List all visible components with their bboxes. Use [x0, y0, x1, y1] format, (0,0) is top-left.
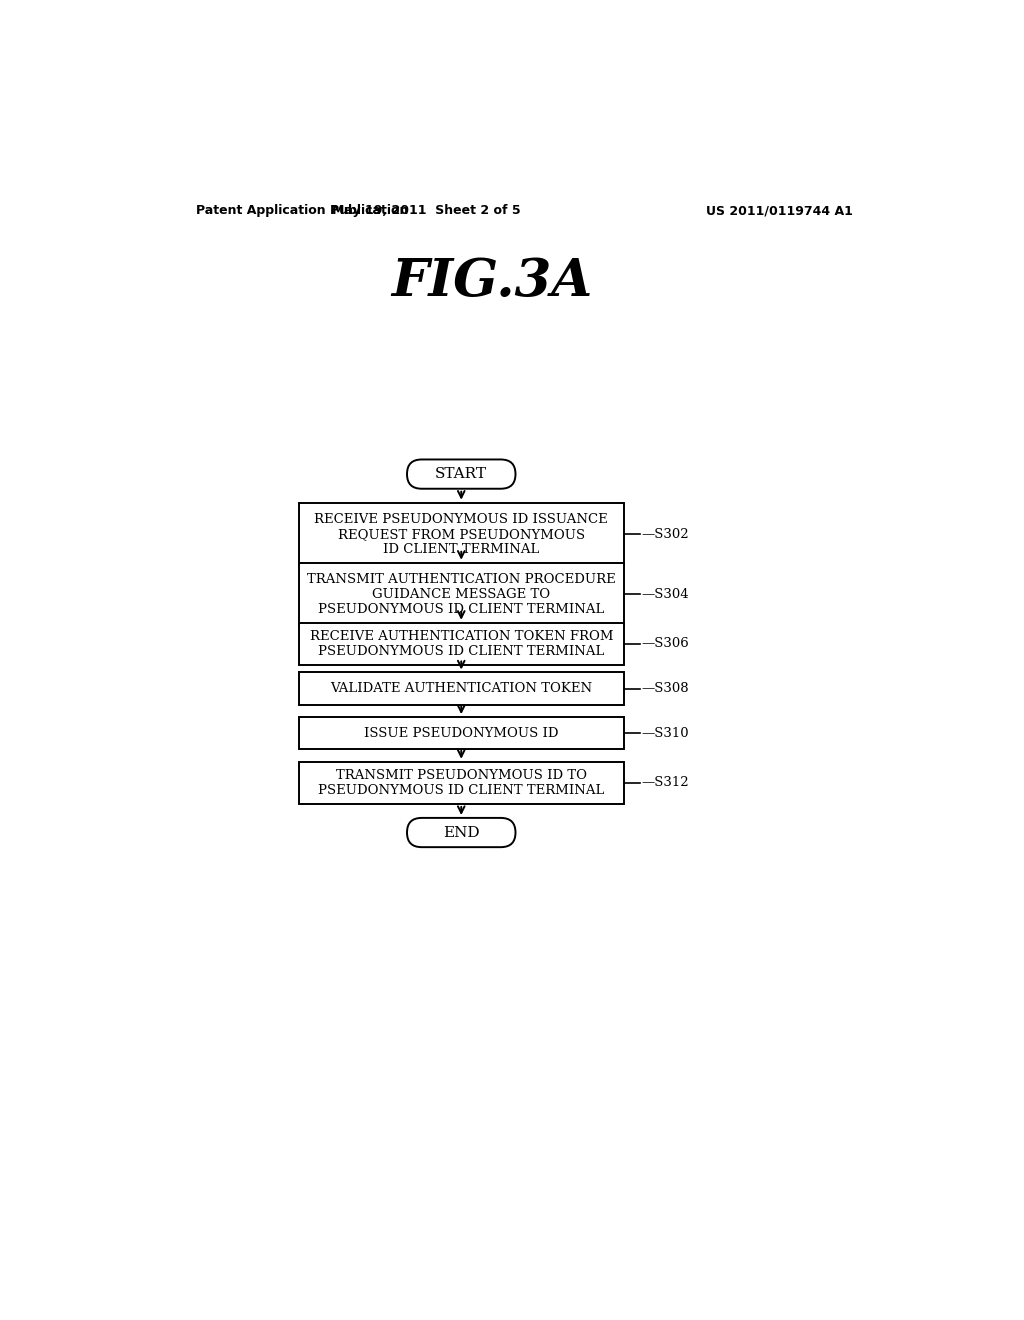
Text: —S302: —S302: [642, 528, 689, 541]
Bar: [299, 562, 624, 626]
Text: —S308: —S308: [642, 682, 689, 696]
Text: Patent Application Publication: Patent Application Publication: [197, 205, 409, 218]
Text: VALIDATE AUTHENTICATION TOKEN: VALIDATE AUTHENTICATION TOKEN: [330, 682, 592, 696]
Text: START: START: [435, 467, 487, 480]
Text: —S306: —S306: [642, 638, 689, 651]
Text: —S312: —S312: [642, 776, 689, 789]
Text: RECEIVE AUTHENTICATION TOKEN FROM
PSEUDONYMOUS ID CLIENT TERMINAL: RECEIVE AUTHENTICATION TOKEN FROM PSEUDO…: [309, 630, 613, 657]
Text: ISSUE PSEUDONYMOUS ID: ISSUE PSEUDONYMOUS ID: [364, 727, 558, 739]
Bar: [299, 623, 624, 665]
Text: TRANSMIT PSEUDONYMOUS ID TO
PSEUDONYMOUS ID CLIENT TERMINAL: TRANSMIT PSEUDONYMOUS ID TO PSEUDONYMOUS…: [318, 768, 604, 797]
FancyBboxPatch shape: [407, 459, 515, 488]
Text: —S304: —S304: [642, 587, 689, 601]
Text: FIG.3A: FIG.3A: [391, 256, 593, 308]
Bar: [299, 672, 624, 705]
Text: May 19, 2011  Sheet 2 of 5: May 19, 2011 Sheet 2 of 5: [332, 205, 520, 218]
Bar: [299, 717, 624, 750]
FancyBboxPatch shape: [407, 818, 515, 847]
Text: US 2011/0119744 A1: US 2011/0119744 A1: [706, 205, 852, 218]
Bar: [299, 503, 624, 566]
Text: END: END: [443, 825, 479, 840]
Text: RECEIVE PSEUDONYMOUS ID ISSUANCE
REQUEST FROM PSEUDONYMOUS
ID CLIENT TERMINAL: RECEIVE PSEUDONYMOUS ID ISSUANCE REQUEST…: [314, 512, 608, 556]
Bar: [299, 762, 624, 804]
Text: TRANSMIT AUTHENTICATION PROCEDURE
GUIDANCE MESSAGE TO
PSEUDONYMOUS ID CLIENT TER: TRANSMIT AUTHENTICATION PROCEDURE GUIDAN…: [307, 573, 615, 615]
Text: —S310: —S310: [642, 727, 689, 739]
